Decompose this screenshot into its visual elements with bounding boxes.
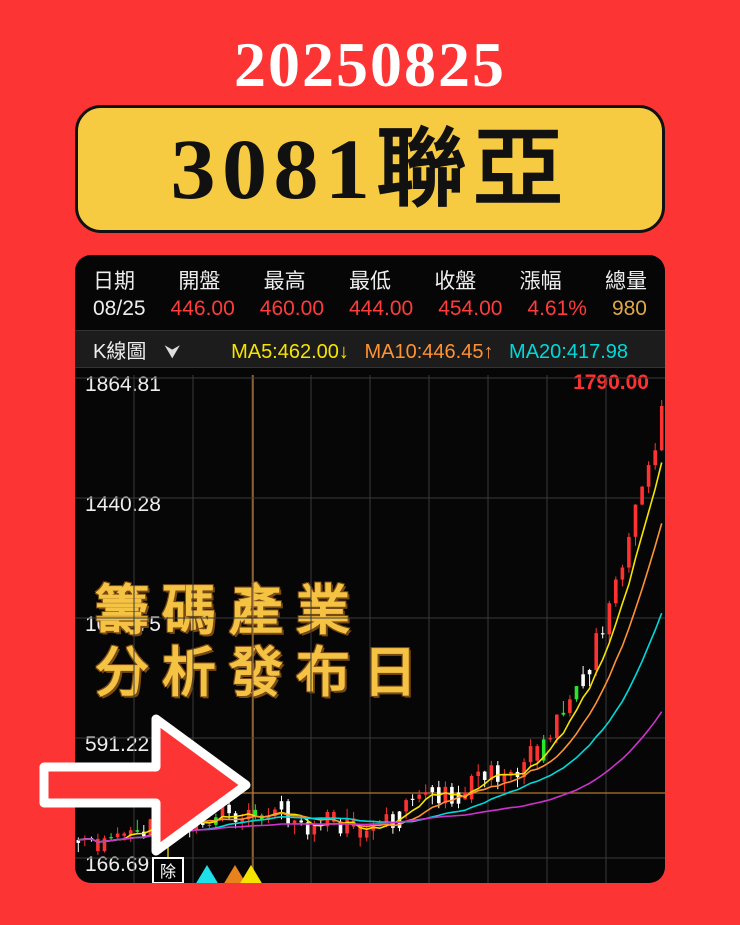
svg-text:除: 除	[160, 863, 176, 881]
